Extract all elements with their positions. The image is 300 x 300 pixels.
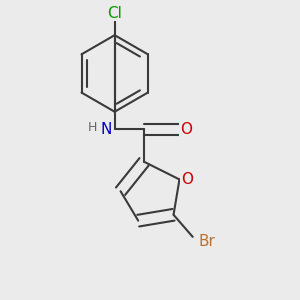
Text: O: O [180, 122, 192, 137]
Text: Cl: Cl [107, 6, 122, 21]
Text: Br: Br [199, 234, 215, 249]
Text: N: N [100, 122, 112, 137]
Text: H: H [88, 122, 97, 134]
Text: O: O [181, 172, 193, 187]
